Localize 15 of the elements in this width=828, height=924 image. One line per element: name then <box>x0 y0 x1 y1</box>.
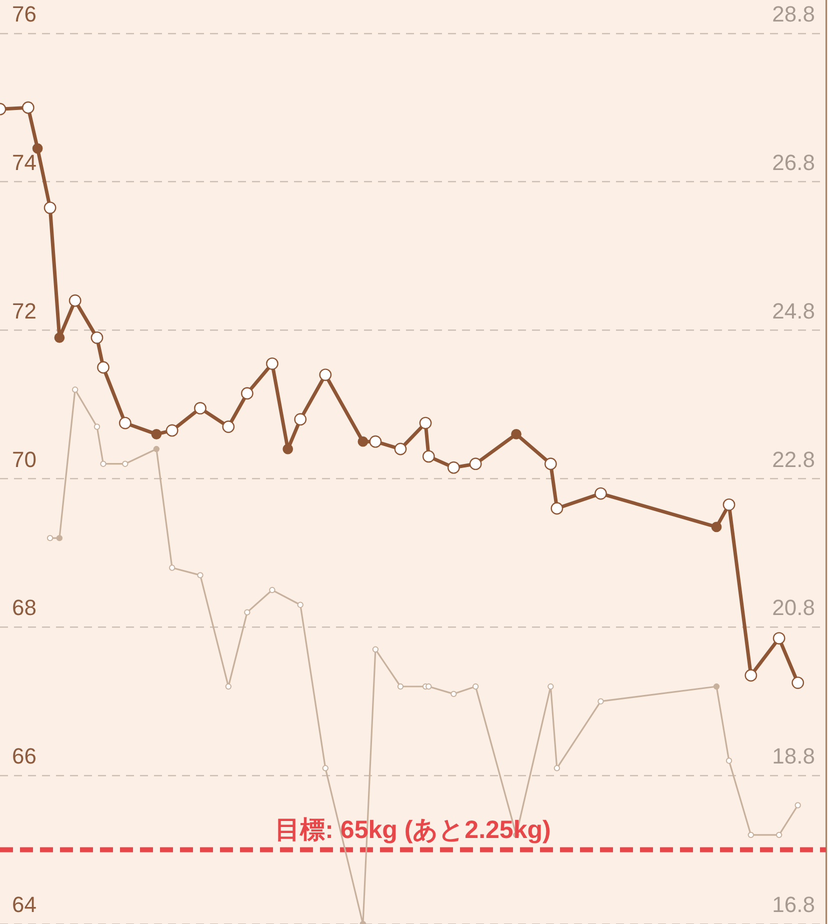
y-tick-label: 74 <box>12 150 36 175</box>
ref-line-label: 目標: 65kg (あと2.25kg) <box>275 816 551 844</box>
y2-tick-label: 28.8 <box>772 1 815 26</box>
y2-tick-label: 16.8 <box>772 892 815 918</box>
y-tick-label: 70 <box>12 446 36 472</box>
y-tick-label: 72 <box>12 298 36 324</box>
y-tick-label: 76 <box>12 1 36 26</box>
y-tick-label: 66 <box>12 744 36 769</box>
y2-tick-label: 24.8 <box>772 298 815 324</box>
y-tick-label: 64 <box>12 892 36 918</box>
y2-tick-label: 20.8 <box>772 595 815 620</box>
y2-tick-label: 18.8 <box>772 744 815 769</box>
y2-tick-label: 26.8 <box>772 150 815 175</box>
y2-tick-label: 22.8 <box>772 446 815 472</box>
y-tick-label: 68 <box>12 595 36 620</box>
